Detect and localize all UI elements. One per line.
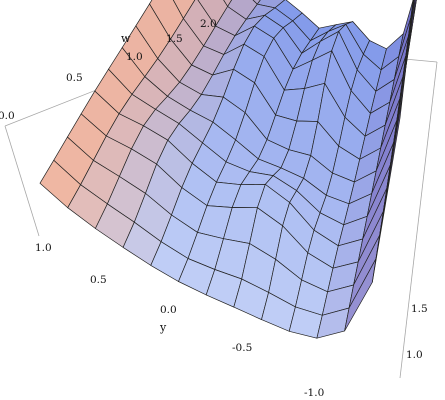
surface-patch (223, 0, 233, 8)
y-tick-2: 0.0 (160, 304, 177, 316)
y-axis-label: y (159, 321, 167, 334)
surface-patch (252, 0, 261, 5)
w-tick-2: 1.0 (126, 51, 143, 63)
w-axis-label: w (121, 32, 131, 45)
surface-patch (412, 0, 417, 23)
surface-mesh (39, 0, 417, 339)
y-tick-4: -1.0 (304, 387, 324, 399)
w-tick-4: 2.0 (200, 18, 217, 30)
w-tick-0: 0.0 (0, 110, 15, 122)
surface-patch (371, 93, 404, 283)
y-tick-0: 1.0 (35, 242, 52, 254)
x-tick-0: 1.0 (406, 349, 423, 361)
y-tick-1: 0.5 (90, 274, 107, 286)
w-axis: 0.0 0.5 1.0 1.5 2.0 w (0, 18, 217, 122)
y-axis: 1.0 0.5 0.0 -0.5 -1.0 y (35, 242, 324, 399)
x-axis: 1.0 1.5 (406, 303, 428, 361)
x-tick-1: 1.5 (411, 303, 428, 315)
w-tick-1: 0.5 (66, 72, 83, 84)
y-tick-3: -0.5 (232, 342, 252, 354)
w-tick-3: 1.5 (166, 33, 183, 45)
